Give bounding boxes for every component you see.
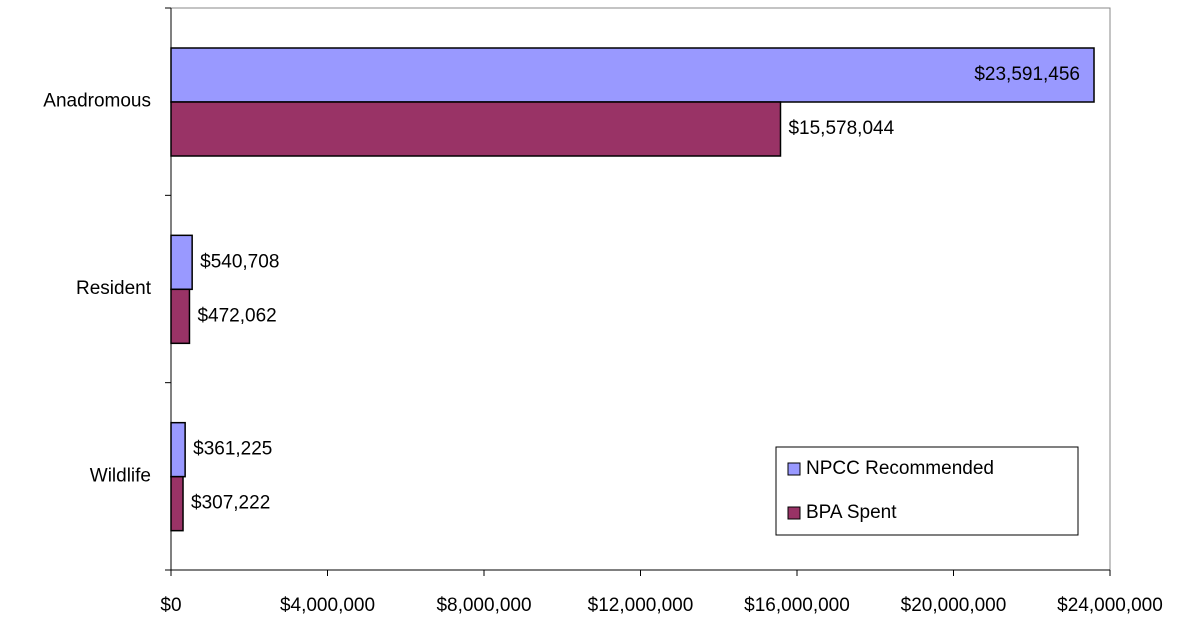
legend-label: NPCC Recommended — [806, 458, 994, 479]
legend-label: BPA Spent — [806, 502, 897, 523]
bar — [170, 47, 1095, 103]
bar — [170, 475, 184, 532]
y-tick-label: Resident — [76, 278, 152, 299]
data-label: $540,708 — [200, 251, 279, 272]
bar — [170, 101, 782, 157]
data-label: $23,591,456 — [974, 64, 1080, 85]
x-tick-label: $4,000,000 — [280, 595, 375, 616]
y-tick-label: Anadromous — [43, 91, 151, 112]
x-tick-label: $8,000,000 — [436, 595, 531, 616]
data-label: $15,578,044 — [788, 118, 894, 139]
y-tick-label: Wildlife — [90, 465, 151, 486]
bar — [170, 421, 186, 478]
x-tick-label: $16,000,000 — [744, 595, 850, 616]
x-tick-label: $24,000,000 — [1057, 595, 1163, 616]
legend-swatch — [787, 462, 801, 476]
legend-box — [775, 446, 1079, 536]
bar — [170, 288, 191, 345]
x-tick-label: $12,000,000 — [588, 595, 694, 616]
data-label: $361,225 — [193, 439, 272, 460]
data-label: $472,062 — [197, 305, 276, 326]
x-tick-label: $0 — [160, 595, 181, 616]
bar — [170, 234, 193, 291]
x-tick-label: $20,000,000 — [901, 595, 1007, 616]
data-label: $307,222 — [191, 493, 270, 514]
legend-swatch — [787, 506, 801, 520]
